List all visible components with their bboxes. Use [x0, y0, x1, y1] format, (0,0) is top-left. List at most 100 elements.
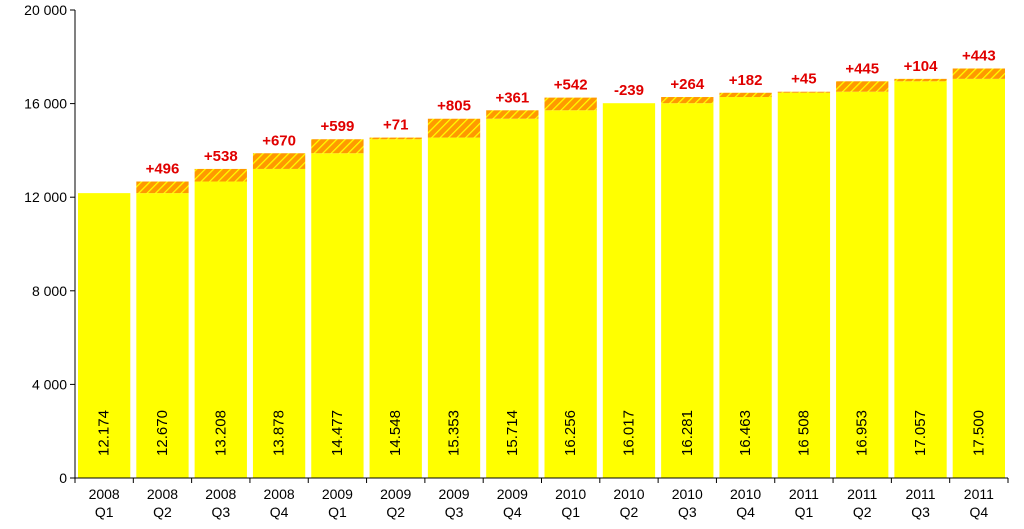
x-tick-label-quarter: Q4: [970, 504, 989, 520]
bar-increase-segment: [311, 139, 364, 154]
bar-value-label: 16.281: [679, 410, 696, 456]
bar: [719, 97, 772, 478]
delta-label: +361: [495, 89, 529, 106]
x-tick-label-quarter: Q1: [795, 504, 814, 520]
x-tick-label-year: 2010: [672, 486, 703, 502]
bar: [486, 118, 539, 478]
bar: [252, 168, 306, 478]
delta-label: +670: [262, 132, 296, 149]
bar: [369, 139, 422, 478]
x-tick-label-year: 2009: [322, 486, 353, 502]
y-axis: 0 4 000 8 000 12 000 16 000 20 000: [24, 2, 76, 486]
bar-increase-segment: [136, 181, 189, 194]
x-tick-label-year: 2009: [438, 486, 469, 502]
delta-label: +45: [791, 71, 816, 88]
bar: [78, 193, 131, 478]
bar-increase-segment: [777, 91, 831, 93]
x-tick-label-quarter: Q2: [853, 504, 872, 520]
bar-increase-segment: [486, 110, 539, 119]
x-tick-label-quarter: Q1: [95, 504, 114, 520]
bar-increase-segment: [427, 118, 481, 138]
bar-value-label: 15.714: [504, 410, 521, 456]
bar-increase-segment: [252, 153, 306, 169]
bar-value-label: 16.256: [562, 410, 579, 456]
delta-label: +805: [437, 98, 471, 115]
y-tick-label: 8 000: [32, 283, 67, 299]
bar-value-label: 16.017: [620, 410, 637, 456]
x-tick-label-quarter: Q4: [736, 504, 755, 520]
bar: [894, 81, 947, 478]
x-tick-label-year: 2011: [905, 486, 935, 502]
y-tick-label: 16 000: [24, 96, 67, 112]
bar: [836, 91, 889, 478]
bar-value-label: 16.463: [737, 410, 754, 456]
y-tick-label: 4 000: [32, 376, 67, 392]
x-tick-label-year: 2011: [847, 486, 877, 502]
x-tick-label-year: 2011: [964, 486, 994, 502]
x-tick-label-quarter: Q3: [445, 504, 464, 520]
bar-increase-segment: [661, 97, 714, 104]
delta-label: +264: [670, 76, 704, 93]
bar: [952, 78, 1005, 478]
x-tick-label-quarter: Q3: [678, 504, 697, 520]
delta-label: +443: [962, 48, 996, 65]
bar-increase-segment: [894, 78, 947, 82]
x-tick-label-quarter: Q2: [153, 504, 172, 520]
delta-label: +496: [146, 161, 180, 178]
x-tick-label-year: 2010: [613, 486, 644, 502]
bar-value-label: 15.353: [446, 410, 463, 456]
bar-increase-segment: [369, 137, 422, 140]
x-tick-label-quarter: Q4: [270, 504, 289, 520]
x-tick-label-year: 2008: [205, 486, 236, 502]
bar-value-label: 14.548: [387, 410, 404, 456]
delta-label: +182: [729, 72, 763, 89]
bar-value-label: 13.208: [212, 410, 229, 456]
x-tick-label-quarter: Q2: [620, 504, 639, 520]
delta-label: +445: [845, 60, 879, 77]
bar-value-label: 12.174: [96, 410, 113, 456]
x-tick-label-year: 2011: [789, 486, 819, 502]
x-tick-label-year: 2009: [380, 486, 411, 502]
bar-value-label: 16 508: [795, 410, 812, 456]
bar-increase-segment: [719, 92, 772, 98]
x-axis: 2008 Q1 2008 Q2 2008 Q3 2008 Q4 2009 Q1 2009 Q2 2009…: [74, 477, 1009, 520]
bar-increase-segment: [952, 68, 1005, 79]
x-tick-label-year: 2009: [497, 486, 528, 502]
bar: [311, 153, 364, 478]
x-tick-label-year: 2010: [555, 486, 586, 502]
x-tick-label-quarter: Q1: [328, 504, 347, 520]
x-tick-label-quarter: Q2: [386, 504, 405, 520]
delta-label: +538: [204, 148, 238, 165]
bar-increase-segment: [544, 97, 597, 111]
y-tick-label: 20 000: [24, 2, 67, 18]
bar: [777, 92, 831, 478]
bar: [661, 103, 714, 478]
bar: [602, 103, 656, 478]
bar: [427, 137, 481, 479]
x-tick-label-quarter: Q4: [503, 504, 522, 520]
delta-label: -239: [614, 82, 644, 99]
bars: 12.174 12.670 +496 13.208 +538 13.878 +670 14.4…: [78, 48, 1005, 479]
delta-label: +542: [554, 77, 588, 94]
x-tick-label-quarter: Q3: [211, 504, 230, 520]
delta-label: +599: [321, 118, 355, 135]
bar-value-label: 17.057: [912, 410, 929, 456]
bar-value-label: 14.477: [329, 410, 346, 456]
x-tick-label-quarter: Q1: [561, 504, 580, 520]
bar-increase-segment: [836, 81, 889, 92]
bar: [544, 110, 597, 479]
x-tick-label-year: 2008: [147, 486, 178, 502]
y-tick-label: 12 000: [24, 189, 67, 205]
bar-value-label: 16.953: [854, 410, 871, 456]
bar-value-label: 12.670: [154, 410, 171, 456]
bar-increase-segment: [194, 168, 247, 182]
bar-value-label: 17.500: [970, 410, 987, 456]
delta-label: +71: [383, 117, 408, 134]
delta-label: +104: [904, 58, 938, 75]
bar: [136, 193, 189, 478]
bar: [194, 181, 247, 478]
x-tick-label-quarter: Q3: [911, 504, 930, 520]
y-tick-label: 0: [59, 470, 67, 486]
x-tick-label-year: 2008: [89, 486, 120, 502]
